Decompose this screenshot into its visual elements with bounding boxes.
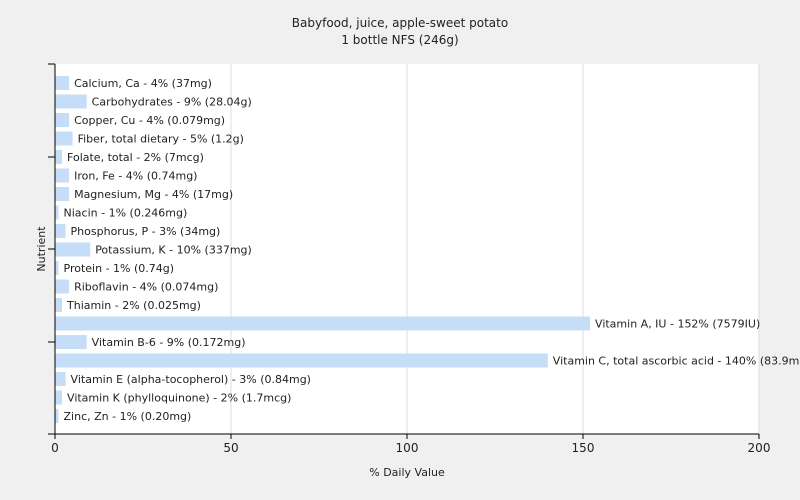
bar-label: Thiamin - 2% (0.025mg) (66, 299, 201, 312)
bar-label: Vitamin B-6 - 9% (0.172mg) (92, 336, 246, 349)
bar-label: Calcium, Ca - 4% (37mg) (74, 77, 212, 90)
bar (55, 224, 66, 238)
bar (55, 242, 91, 257)
x-tick-label: 100 (396, 441, 419, 455)
bar-labels: Calcium, Ca - 4% (37mg) Carbohydrates - 9… (64, 77, 800, 423)
bar-label: Potassium, K - 10% (337mg) (95, 244, 252, 257)
chart-subtitle: 1 bottle NFS (246g) (341, 33, 458, 47)
axes: 0 50 100 150 200 (48, 63, 771, 455)
bar-label: Protein - 1% (0.74g) (64, 262, 175, 275)
bar-label: Phosphorus, P - 3% (34mg) (71, 225, 221, 238)
x-tick-label: 50 (223, 441, 238, 455)
bar (55, 168, 70, 183)
bar-label: Zinc, Zn - 1% (0.20mg) (64, 410, 192, 423)
bar-label: Copper, Cu - 4% (0.079mg) (74, 114, 225, 127)
bar (55, 150, 63, 164)
bar (55, 131, 73, 146)
bar (55, 76, 70, 90)
bar (55, 94, 87, 109)
bar (55, 390, 63, 405)
bars (55, 76, 591, 423)
bar (55, 353, 548, 368)
x-tick-label: 150 (572, 441, 595, 455)
bar-label: Niacin - 1% (0.246mg) (64, 207, 188, 220)
bar-label: Riboflavin - 4% (0.074mg) (74, 281, 218, 294)
bar-label: Fiber, total dietary - 5% (1.2g) (78, 133, 244, 146)
bar (55, 279, 70, 294)
bar-label: Vitamin C, total ascorbic acid - 140% (8… (553, 355, 800, 368)
bar (55, 372, 66, 386)
bar (55, 409, 59, 423)
bar (55, 187, 70, 201)
chart-title: Babyfood, juice, apple-sweet potato (292, 16, 508, 30)
y-axis-label: Nutrient (35, 226, 48, 272)
bar-label: Vitamin K (phylloquinone) - 2% (1.7mcg) (67, 392, 291, 405)
bar-label: Vitamin A, IU - 152% (7579IU) (595, 318, 760, 331)
bar-label: Carbohydrates - 9% (28.04g) (92, 96, 252, 109)
x-tick-label: 200 (748, 441, 771, 455)
bar (55, 335, 87, 349)
bar-label: Vitamin E (alpha-tocopherol) - 3% (0.84m… (71, 373, 311, 386)
bar (55, 298, 63, 312)
bar (55, 261, 59, 275)
bar (55, 205, 59, 220)
x-axis-label: % Daily Value (369, 466, 445, 479)
bar (55, 316, 591, 331)
bar-label: Magnesium, Mg - 4% (17mg) (74, 188, 233, 201)
bar-label: Iron, Fe - 4% (0.74mg) (74, 170, 197, 183)
bar (55, 113, 70, 127)
x-tick-label: 0 (51, 441, 59, 455)
bar-label: Folate, total - 2% (7mcg) (67, 151, 204, 164)
grid-lines (230, 64, 760, 434)
